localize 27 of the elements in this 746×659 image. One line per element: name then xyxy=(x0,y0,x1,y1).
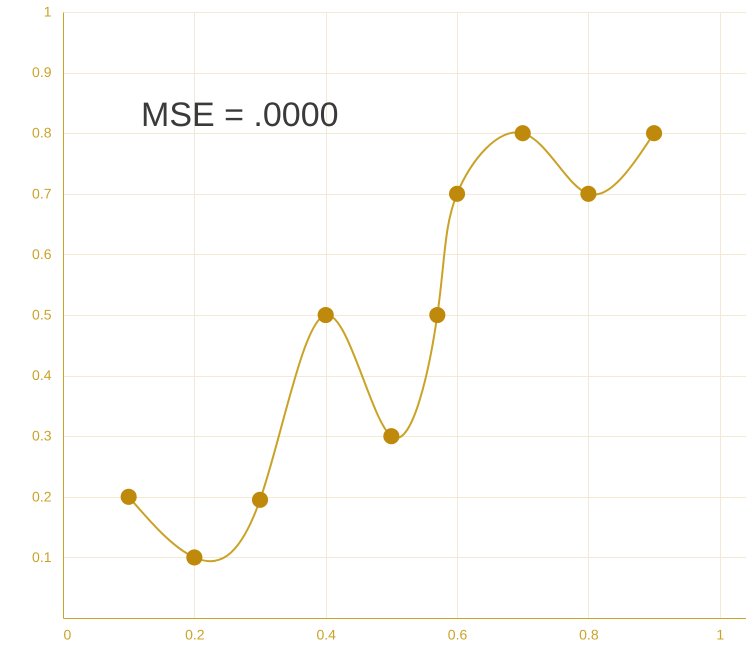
point xyxy=(120,488,137,505)
point xyxy=(186,549,202,566)
x-tick-label: 0.6 xyxy=(448,626,468,642)
y-tick-label: 0.9 xyxy=(32,64,52,80)
y-tick-label: 0.4 xyxy=(32,367,52,384)
x-tick-label: 1 xyxy=(716,626,724,642)
point xyxy=(448,186,466,202)
y-tick-label: 0.2 xyxy=(32,488,52,504)
point xyxy=(580,186,596,202)
point xyxy=(429,306,446,324)
annotation: MSE = .0000 xyxy=(141,96,339,134)
x-tick-label: 0.2 xyxy=(185,626,205,642)
point xyxy=(252,492,268,508)
point xyxy=(318,306,334,324)
y-tick-label: 1 xyxy=(44,4,52,20)
x-tick-label: 0.4 xyxy=(316,626,336,642)
x-tick-label: 0 xyxy=(64,626,72,642)
y-tick-label: 0.3 xyxy=(32,428,52,444)
x-tick-label: 0.8 xyxy=(579,626,599,642)
y-tick-label: 0.5 xyxy=(32,306,52,322)
y-tick-label: 0.6 xyxy=(32,246,52,262)
y-tick-label: 0.7 xyxy=(32,185,52,202)
y-tick-label: 0.8 xyxy=(32,124,52,141)
point xyxy=(646,125,662,142)
point xyxy=(383,428,400,444)
point xyxy=(514,125,531,142)
y-tick-label: 0.1 xyxy=(32,548,52,565)
